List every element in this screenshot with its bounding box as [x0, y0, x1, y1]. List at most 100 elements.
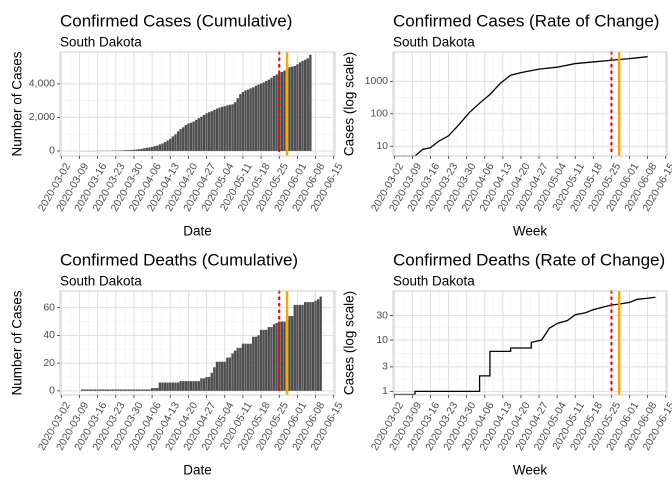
bar: [135, 149, 137, 151]
bar: [231, 353, 233, 390]
chart-title: Confirmed Deaths (Cumulative): [60, 250, 298, 269]
bar: [81, 389, 83, 390]
bar: [307, 302, 309, 391]
bar: [260, 330, 262, 391]
bar: [216, 362, 218, 391]
bar: [265, 330, 267, 391]
bar: [167, 140, 169, 151]
bar: [255, 86, 257, 151]
bar: [89, 389, 91, 390]
bar: [159, 383, 161, 391]
bar: [314, 301, 316, 391]
bar: [154, 146, 156, 151]
x-axis-title: Week: [513, 463, 548, 478]
y-tick-label: 60: [43, 301, 55, 313]
bar: [250, 344, 252, 391]
bar: [242, 92, 244, 151]
chart-panel-3: Confirmed Deaths (Cumulative) South Dakot…: [10, 250, 346, 477]
y-tick-label: 2,000: [29, 111, 55, 123]
bar: [262, 330, 264, 391]
bar: [275, 74, 277, 151]
bar: [151, 388, 153, 391]
bar: [320, 297, 322, 391]
bar: [190, 123, 192, 151]
y-tick-label: 100: [370, 108, 388, 120]
bar: [141, 149, 143, 151]
bar: [172, 383, 174, 391]
y-tick-label: 0: [49, 145, 55, 157]
bar: [133, 150, 135, 151]
bar: [159, 144, 161, 151]
bar: [138, 389, 140, 390]
chart-subtitle: South Dakota: [393, 35, 475, 50]
bar: [237, 348, 239, 391]
bar: [167, 383, 169, 391]
chart-subtitle: South Dakota: [393, 274, 475, 289]
bar: [273, 324, 275, 391]
bar: [161, 143, 163, 151]
bar: [83, 389, 85, 390]
bar: [130, 389, 132, 390]
bar: [146, 148, 148, 151]
bar: [203, 378, 205, 390]
chart-title: Confirmed Cases (Cumulative): [60, 11, 292, 30]
bar: [156, 388, 158, 391]
bar: [226, 105, 228, 151]
bar: [291, 316, 293, 391]
bar: [250, 88, 252, 151]
bar: [195, 381, 197, 391]
bar: [299, 62, 301, 151]
y-tick-label: 10: [376, 334, 388, 346]
bar: [265, 81, 267, 151]
bar: [231, 104, 233, 151]
bar: [122, 389, 124, 390]
y-axis-title: Cases (log scale): [342, 52, 357, 156]
bar: [307, 58, 309, 151]
chart-panel-2: Confirmed Cases (Rate of Change) South Da…: [342, 11, 672, 238]
bar: [205, 113, 207, 151]
bar: [120, 389, 122, 390]
bar: [205, 377, 207, 391]
bar: [257, 335, 259, 390]
y-tick-label: 1: [382, 385, 388, 397]
bar: [309, 55, 311, 151]
bar: [299, 305, 301, 391]
bar: [208, 112, 210, 151]
bar: [200, 117, 202, 151]
bar: [283, 322, 285, 391]
bar: [237, 98, 239, 151]
y-tick-label: 20: [43, 357, 55, 369]
bar: [288, 316, 290, 391]
bar: [239, 348, 241, 391]
bar: [247, 344, 249, 391]
bar: [172, 136, 174, 151]
y-axis-title: Number of Cases: [10, 51, 25, 156]
bar: [179, 129, 181, 151]
bar: [221, 107, 223, 151]
bar: [190, 381, 192, 391]
bar: [252, 87, 254, 151]
bar: [296, 64, 298, 151]
bar: [221, 362, 223, 391]
bar: [107, 389, 109, 390]
bar: [179, 381, 181, 391]
y-tick-label: 3: [382, 361, 388, 373]
bar: [257, 85, 259, 151]
bar: [275, 323, 277, 391]
bar: [115, 389, 117, 390]
bar: [301, 305, 303, 391]
bar: [301, 61, 303, 151]
bar: [244, 90, 246, 151]
bar: [185, 125, 187, 151]
chart-title: Confirmed Cases (Rate of Change): [393, 11, 659, 30]
bar: [216, 109, 218, 151]
chart-subtitle: South Dakota: [60, 274, 142, 289]
bar: [252, 337, 254, 391]
bar: [99, 389, 101, 390]
bar: [211, 111, 213, 151]
y-axis-title: Cases (log scale): [342, 291, 357, 395]
bar: [91, 389, 93, 390]
bar: [294, 305, 296, 391]
bar: [273, 76, 275, 151]
